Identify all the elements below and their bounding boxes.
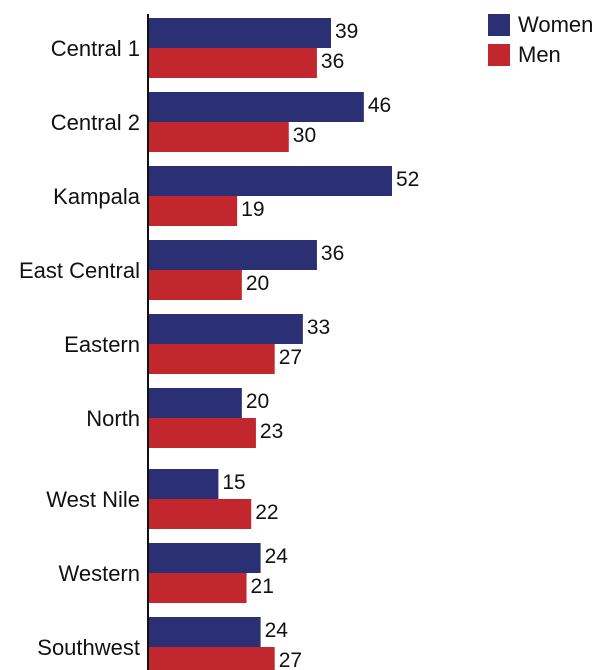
value-label-west-nile-women: 15 xyxy=(222,471,245,494)
category-label-southwest: Southwest xyxy=(37,635,140,660)
category-label-kampala: Kampala xyxy=(53,184,141,209)
value-label-east-central-men: 20 xyxy=(246,272,269,295)
value-label-west-nile-men: 22 xyxy=(255,501,278,524)
value-label-north-men: 23 xyxy=(260,420,283,443)
bar-west-nile-men xyxy=(148,499,252,529)
bar-east-central-women xyxy=(148,240,317,270)
value-label-kampala-men: 19 xyxy=(241,198,264,221)
legend: Women Men xyxy=(488,12,593,72)
value-label-central-1-men: 36 xyxy=(321,50,344,73)
value-label-western-men: 21 xyxy=(251,575,274,598)
bars-layer xyxy=(148,18,392,670)
category-label-eastern: Eastern xyxy=(64,332,140,357)
bar-north-men xyxy=(148,418,256,448)
value-label-east-central-women: 36 xyxy=(321,242,344,265)
bar-western-women xyxy=(148,543,261,573)
category-label-central-2: Central 2 xyxy=(51,110,140,135)
bar-north-women xyxy=(148,388,242,418)
labels-layer: 39 36 Central 1 46 30 Central 2 52 19 Kampala 36 2… xyxy=(19,20,419,670)
value-label-central-1-women: 39 xyxy=(335,20,358,43)
bar-southwest-women xyxy=(148,617,261,647)
category-label-western: Western xyxy=(58,561,140,586)
legend-swatch-women xyxy=(488,14,510,36)
value-label-eastern-women: 33 xyxy=(307,316,330,339)
bar-central-2-men xyxy=(148,122,289,152)
bar-east-central-men xyxy=(148,270,242,300)
bar-central-2-women xyxy=(148,92,364,122)
bar-kampala-women xyxy=(148,166,392,196)
value-label-central-2-women: 46 xyxy=(368,94,391,117)
value-label-southwest-men: 27 xyxy=(279,649,302,670)
value-label-kampala-women: 52 xyxy=(396,168,419,191)
value-label-southwest-women: 24 xyxy=(265,619,289,642)
legend-label-women: Women xyxy=(518,12,594,37)
value-label-western-women: 24 xyxy=(265,545,289,568)
bar-southwest-men xyxy=(148,647,275,670)
bar-eastern-men xyxy=(148,344,275,374)
value-label-eastern-men: 27 xyxy=(279,346,302,369)
legend-label-men: Men xyxy=(518,42,561,67)
value-label-central-2-men: 30 xyxy=(293,124,316,147)
bar-kampala-men xyxy=(148,196,238,226)
bar-west-nile-women xyxy=(148,469,219,499)
bar-central-1-men xyxy=(148,48,317,78)
category-label-west-nile: West Nile xyxy=(46,487,140,512)
category-label-east-central: East Central xyxy=(19,258,140,283)
legend-item-men: Men xyxy=(488,42,593,68)
category-label-central-1: Central 1 xyxy=(51,36,140,61)
legend-swatch-men xyxy=(488,44,510,66)
legend-item-women: Women xyxy=(488,12,593,38)
category-label-north: North xyxy=(86,406,140,431)
bar-central-1-women xyxy=(148,18,331,48)
value-label-north-women: 20 xyxy=(246,390,269,413)
bar-western-men xyxy=(148,573,247,603)
bar-eastern-women xyxy=(148,314,303,344)
